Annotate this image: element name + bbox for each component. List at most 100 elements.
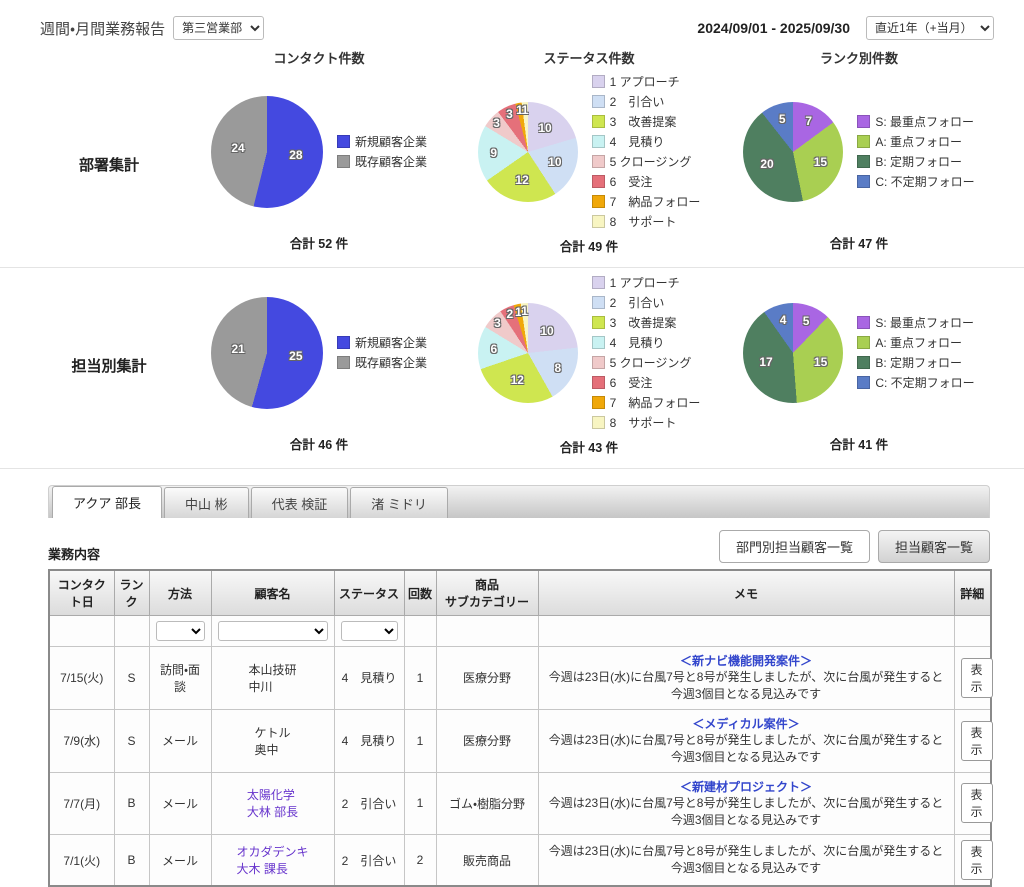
chart-group-status-person: 10 8 12 6 3 2 1 1 1 アプローチ 2 引合い 3 改善提案 4 見積り 5 クロージ… xyxy=(454,274,724,456)
legend-label: B: 定期フォロー xyxy=(875,155,963,169)
customer-filter-select[interactable] xyxy=(217,621,328,641)
tab-nagisa-midori[interactable]: 渚 ミドリ xyxy=(350,487,448,518)
date-range: 2024/09/01 - 2025/09/30 xyxy=(697,20,850,36)
pie-slice-value: 1 xyxy=(521,303,528,318)
legend-swatch xyxy=(336,356,350,369)
memo-body: 今週は23日(水)に台風7号と8号が発生しましたが、次に台風が発生すると今週3個… xyxy=(548,670,944,702)
legend-item: 7 納品フォロー xyxy=(591,394,700,411)
memo-title-link[interactable]: ＜新建材プロジェクト＞ xyxy=(679,779,812,794)
cell-method: メール xyxy=(148,834,212,887)
legend-item: 8 サポート xyxy=(591,213,701,230)
pie-slice-value: 12 xyxy=(515,172,529,187)
my-customers-button[interactable]: 担当顧客一覧 xyxy=(877,530,990,563)
legend-label: 2 引合い xyxy=(609,95,665,109)
legend-swatch xyxy=(336,135,350,148)
pie-slice-value: 8 xyxy=(554,361,562,376)
legend-swatch xyxy=(591,195,605,208)
method-filter-select[interactable] xyxy=(155,621,205,641)
cell-memo: 今週は23日(水)に台風7号と8号が発生しましたが、次に台風が発生すると今週3個… xyxy=(537,834,955,887)
pie-slice-value: 1 xyxy=(521,102,529,117)
legend-label: S: 最重点フォロー xyxy=(875,115,975,129)
chart-group-rank-person: 5 15 17 4 S: 最重点フォロー A: 重点フォロー B: 定期フォロー C: 不定… xyxy=(724,278,994,453)
show-detail-button[interactable]: 表示 xyxy=(960,657,993,698)
cell-detail: 表示 xyxy=(953,646,993,710)
pie-slice-value: 10 xyxy=(540,323,554,338)
filter-row xyxy=(48,615,992,647)
cell-contact-date: 7/1(火) xyxy=(48,834,115,887)
department-select[interactable]: 第三営業部 xyxy=(173,16,265,40)
customer-link[interactable]: オカダデンキ 大木 課長 xyxy=(236,845,309,877)
col-header-count: 回数 xyxy=(403,569,437,616)
legend-item: 8 サポート xyxy=(591,414,701,431)
legend-label: B: 定期フォロー xyxy=(875,356,963,370)
tab-daihyo-kensho[interactable]: 代表 検証 xyxy=(250,487,349,518)
cell-status: 4 見積り xyxy=(333,646,405,710)
customer-link[interactable]: 太陽化学 大林 部長 xyxy=(246,788,299,820)
period-select[interactable]: 直近1年（+当月） xyxy=(866,16,994,40)
legend-label: 6 受注 xyxy=(609,175,653,189)
legend-item: 7 納品フォロー xyxy=(591,193,701,210)
legend-swatch xyxy=(857,175,871,188)
contact-pie-legend: 新規顧客企業 既存顧客企業 xyxy=(336,133,427,170)
legend-label: 1 アプローチ xyxy=(609,75,680,89)
pie-slice-value: 25 xyxy=(289,349,303,364)
pie-slice-value: 28 xyxy=(289,148,303,162)
chart-column-title-status: ステータス件数 xyxy=(543,51,635,66)
row-label-department: 部署集計 xyxy=(78,156,139,174)
pie-slice-value: 21 xyxy=(231,341,245,356)
legend-label: 1 アプローチ xyxy=(609,276,680,290)
pie-slice-value: 24 xyxy=(231,140,245,155)
legend-item: S: 最重点フォロー xyxy=(857,113,974,130)
legend-swatch xyxy=(591,95,605,108)
table-toolbar: 業務内容 部門別担当顧客一覧 担当顧客一覧 xyxy=(48,530,990,563)
legend-label: 既存顧客企業 xyxy=(354,155,427,169)
top-bar: 週間・月間業務報告 第三営業部 2024/09/01 - 2025/09/30 … xyxy=(0,0,1024,40)
legend-item: 4 見積り xyxy=(591,334,701,351)
legend-item: S: 最重点フォロー xyxy=(857,314,974,331)
pie-total: 合計 49 件 xyxy=(559,240,619,254)
contact-pie-chart: 25 21 xyxy=(210,296,323,409)
legend-label: 4 見積り xyxy=(609,135,665,149)
legend-swatch xyxy=(857,155,871,168)
memo-title-link[interactable]: ＜メディカル案件＞ xyxy=(692,716,800,731)
rank-pie-legend: S: 最重点フォロー A: 重点フォロー B: 定期フォロー C: 不定期フォロー xyxy=(857,113,975,190)
memo-body: 今週は23日(水)に台風7号と8号が発生しましたが、次に台風が発生すると今週3個… xyxy=(548,843,944,876)
cell-memo: ＜新建材プロジェクト＞ 今週は23日(水)に台風7号と8号が発生しましたが、次に台… xyxy=(537,771,955,836)
rank-pie-chart: 7 15 20 5 xyxy=(743,101,844,202)
show-detail-button[interactable]: 表示 xyxy=(960,783,993,824)
cell-count: 1 xyxy=(403,646,437,710)
chart-group-contact-person: 25 21 新規顧客企業 既存顧客企業 合計 46 件 xyxy=(184,278,454,453)
memo-title-link[interactable]: ＜新ナビ機能開発案件＞ xyxy=(679,654,812,668)
customer-name: 本山技研 中川 xyxy=(248,662,297,694)
tab-aqua-bucho[interactable]: アクア 部長 xyxy=(52,486,162,518)
legend-label: 7 納品フォロー xyxy=(609,195,701,209)
person-tabs: アクア 部長 中山 彬 代表 検証 渚 ミドリ xyxy=(48,485,990,518)
legend-swatch xyxy=(857,376,871,389)
chart-column-titles: コンタクト件数 ステータス件数 ランク別件数 xyxy=(34,48,994,67)
legend-item: 新規顧客企業 xyxy=(336,334,427,351)
business-table: コンタクト日 ランク 方法 顧客名 ステータス 回数 商品 サブカテゴリー メモ… xyxy=(48,569,993,887)
legend-label: C: 不定期フォロー xyxy=(875,175,975,189)
legend-item: 5 クロージング xyxy=(591,354,701,371)
legend-swatch xyxy=(591,75,605,88)
status-filter-select[interactable] xyxy=(340,621,398,641)
pie-slice-value: 5 xyxy=(778,112,786,127)
pie-slice-value: 2 xyxy=(506,307,514,322)
show-detail-button[interactable]: 表示 xyxy=(960,840,993,881)
legend-swatch xyxy=(591,316,605,329)
legend-item: C: 不定期フォロー xyxy=(857,173,975,190)
cell-category: 販売商品 xyxy=(435,834,539,887)
table-row: 7/7(月) B メール 太陽化学 大林 部長 2 引合い 1 ゴム・樹脂分野 ＜新建材プロジ… xyxy=(48,771,993,836)
legend-item: 5 クロージング xyxy=(591,153,701,170)
legend-item: A: 重点フォロー xyxy=(857,133,974,150)
status-pie-chart: 10 10 12 9 3 3 1 1 xyxy=(477,101,578,202)
legend-swatch xyxy=(857,316,871,329)
cell-category: ゴム・樹脂分野 xyxy=(435,771,539,836)
legend-label: 新規顧客企業 xyxy=(354,135,427,149)
chart-row-department: 部署集計 28 24 新規顧客企業 既存顧客企業 合計 52 件 10 10 12 9 3 3… xyxy=(0,67,1024,268)
legend-label: S: 最重点フォロー xyxy=(875,316,975,330)
legend-item: 既存顧客企業 xyxy=(336,354,427,371)
tab-nakayama-akira[interactable]: 中山 彬 xyxy=(163,487,249,518)
cell-customer: オカダデンキ 大木 課長 xyxy=(210,834,335,887)
dept-customers-button[interactable]: 部門別担当顧客一覧 xyxy=(718,530,870,563)
